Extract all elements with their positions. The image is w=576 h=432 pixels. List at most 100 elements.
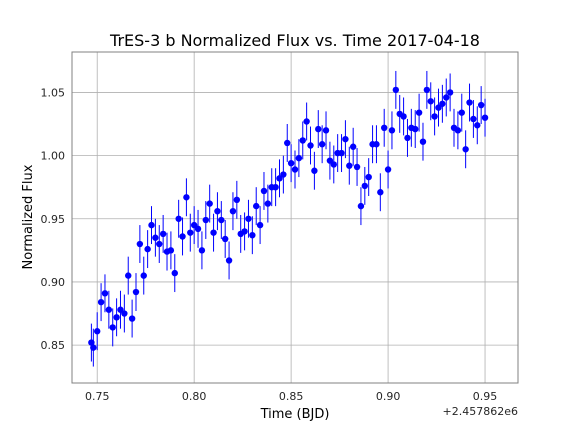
data-point (187, 229, 194, 236)
data-point (167, 247, 175, 254)
data-point (284, 139, 291, 147)
data-point (377, 189, 384, 196)
data-point (443, 94, 450, 101)
data-point (481, 114, 489, 121)
data-point (303, 118, 310, 125)
data-point (214, 207, 221, 215)
data-point (357, 202, 365, 210)
data-point (128, 315, 136, 322)
data-point (318, 141, 326, 148)
data-point (384, 166, 392, 173)
data-point (148, 221, 155, 229)
data-point (233, 196, 241, 204)
data-point (299, 137, 306, 144)
data-point (198, 247, 206, 254)
data-point (159, 230, 167, 238)
x-axis-offset-label: +2.457862e6 (443, 405, 518, 418)
data-point (322, 127, 330, 134)
data-point (373, 141, 380, 148)
data-point (113, 314, 120, 321)
chart-title: TrES-3 b Normalized Flux vs. Time 2017-0… (109, 31, 480, 50)
data-point (412, 125, 419, 133)
data-point (361, 182, 369, 190)
data-point (400, 113, 407, 120)
data-point (253, 202, 260, 210)
data-point (307, 142, 314, 149)
data-point (419, 138, 427, 145)
data-point (183, 194, 190, 201)
y-tick-label: 1.05 (41, 86, 66, 99)
data-point (315, 125, 322, 133)
data-point (381, 124, 388, 132)
data-point (156, 240, 163, 248)
data-point (260, 187, 268, 195)
data-point (90, 344, 97, 351)
data-point (121, 310, 128, 317)
data-point (353, 163, 361, 171)
data-point (470, 115, 477, 123)
data-point (256, 221, 264, 229)
data-point (241, 228, 248, 235)
data-point (140, 272, 147, 279)
data-point (210, 229, 217, 236)
data-point (404, 134, 411, 142)
data-point (109, 324, 116, 331)
data-point (175, 215, 182, 222)
y-tick-label: 1.00 (41, 150, 66, 163)
data-point (136, 240, 144, 248)
data-point (338, 149, 345, 157)
data-point (446, 89, 454, 96)
data-point (349, 143, 357, 150)
x-tick-labels: 0.75 0.80 0.85 0.90 0.95 (85, 390, 497, 403)
axes-frame (71, 51, 519, 384)
data-point (462, 146, 469, 153)
data-point (280, 171, 287, 178)
x-tick-label: 0.80 (182, 390, 207, 403)
flux-series (88, 70, 489, 367)
data-point (415, 109, 423, 116)
data-point (388, 127, 396, 134)
data-point (101, 290, 109, 297)
y-tick-label: 0.95 (41, 213, 66, 226)
data-point (474, 122, 481, 129)
y-tick-label: 0.90 (41, 276, 66, 289)
data-point (439, 100, 446, 107)
x-tick-label: 0.90 (376, 390, 401, 403)
y-tick-labels: 0.85 0.90 0.95 1.00 1.05 (41, 86, 66, 352)
data-point (342, 135, 349, 143)
data-point (245, 215, 252, 222)
x-axis-title: Time (BJD) (260, 407, 330, 422)
data-point (229, 207, 237, 215)
data-point (392, 86, 400, 94)
data-point (291, 166, 299, 173)
data-point (179, 233, 186, 240)
data-point (427, 98, 434, 105)
data-point (458, 109, 465, 116)
y-tick-label: 0.85 (41, 339, 66, 352)
data-point (295, 154, 303, 162)
data-point (272, 183, 279, 191)
data-point (287, 159, 295, 167)
data-point (264, 200, 272, 207)
data-point (423, 86, 431, 94)
data-point (346, 162, 353, 169)
data-point (466, 99, 473, 106)
data-point (144, 245, 151, 253)
data-point (132, 288, 140, 296)
x-tick-label: 0.85 (279, 390, 304, 403)
x-tick-label: 0.75 (85, 390, 110, 403)
data-point (225, 257, 233, 264)
data-point (477, 101, 485, 109)
data-point (454, 127, 462, 134)
data-point (206, 200, 213, 207)
x-tick-label: 0.95 (473, 390, 498, 403)
data-point (218, 216, 225, 224)
data-point (152, 234, 159, 241)
data-point (431, 113, 438, 120)
y-axis-title: Normalized Flux (21, 164, 36, 269)
data-point (365, 173, 372, 181)
data-point (171, 269, 178, 277)
data-point (330, 161, 337, 168)
